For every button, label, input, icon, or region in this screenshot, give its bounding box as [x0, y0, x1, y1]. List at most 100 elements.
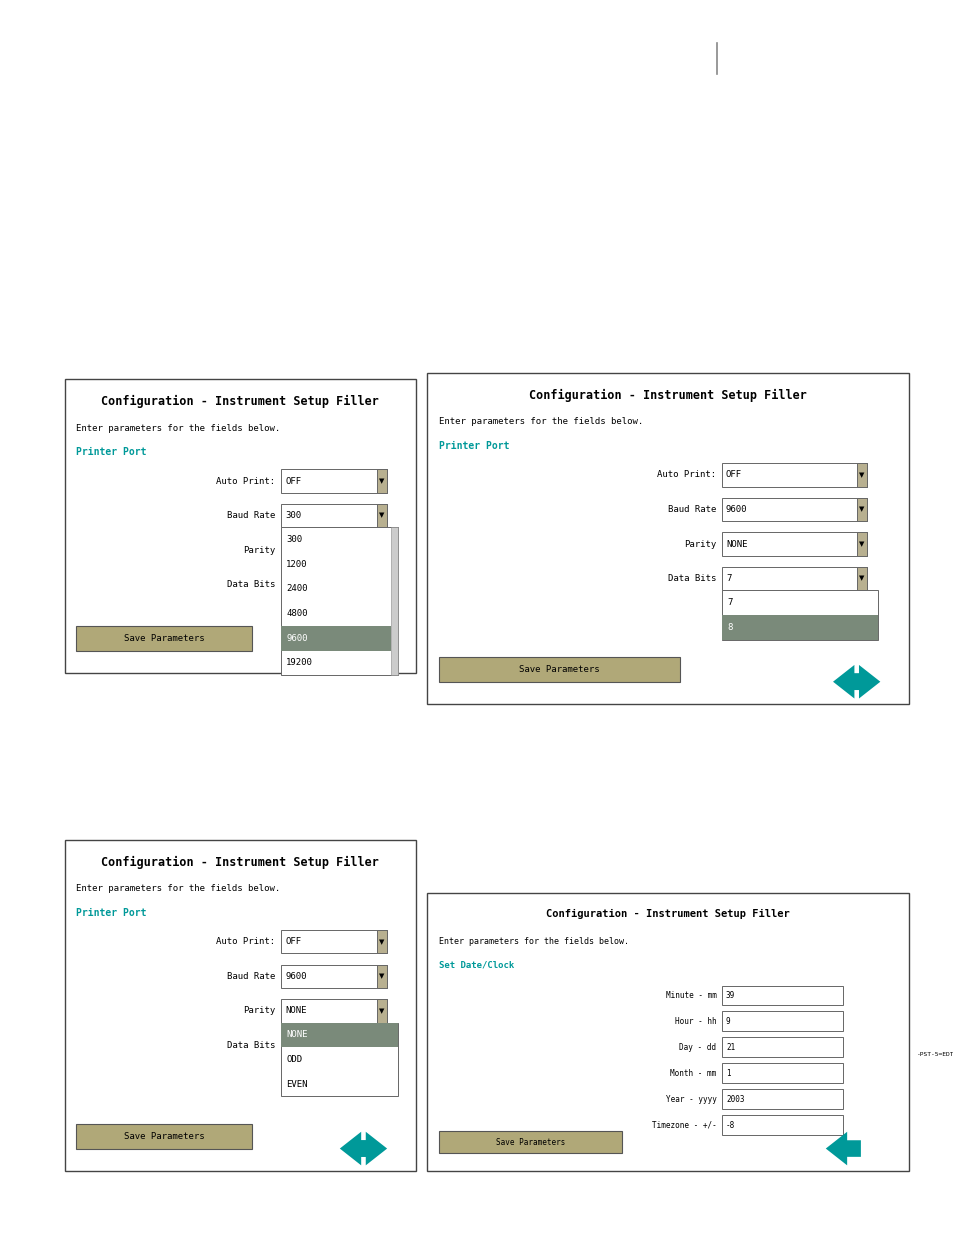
Text: Data Bits: Data Bits — [667, 574, 716, 583]
FancyBboxPatch shape — [721, 590, 877, 640]
Text: Data Bits: Data Bits — [227, 1041, 275, 1050]
Text: Save Parameters: Save Parameters — [518, 664, 599, 674]
FancyBboxPatch shape — [65, 840, 416, 1171]
Text: ▼: ▼ — [378, 1008, 384, 1014]
FancyBboxPatch shape — [721, 567, 865, 590]
Polygon shape — [352, 1131, 387, 1166]
Text: 19200: 19200 — [286, 658, 313, 667]
Text: ▼: ▼ — [378, 973, 384, 979]
Text: 9600: 9600 — [285, 972, 306, 981]
Text: Auto Print:: Auto Print: — [657, 471, 716, 479]
Text: 9: 9 — [725, 1016, 730, 1026]
FancyBboxPatch shape — [281, 1023, 397, 1047]
Text: NONE: NONE — [285, 1007, 306, 1015]
Text: Configuration - Instrument Setup Filler: Configuration - Instrument Setup Filler — [101, 856, 379, 869]
FancyBboxPatch shape — [391, 527, 397, 676]
FancyBboxPatch shape — [376, 504, 386, 527]
FancyBboxPatch shape — [856, 567, 865, 590]
Text: Configuration - Instrument Setup Filler: Configuration - Instrument Setup Filler — [101, 395, 379, 409]
Text: Parity: Parity — [683, 540, 716, 548]
Text: Data Bits: Data Bits — [227, 580, 275, 589]
Polygon shape — [844, 664, 880, 699]
Text: Parity: Parity — [243, 546, 275, 555]
Text: Save Parameters: Save Parameters — [496, 1137, 564, 1147]
Polygon shape — [352, 634, 387, 668]
Text: NONE: NONE — [286, 1030, 307, 1040]
FancyBboxPatch shape — [281, 626, 391, 651]
Text: Configuration - Instrument Setup Filler: Configuration - Instrument Setup Filler — [546, 909, 789, 919]
FancyBboxPatch shape — [721, 1037, 841, 1057]
Text: 4800: 4800 — [286, 609, 307, 618]
FancyBboxPatch shape — [376, 999, 386, 1023]
Text: Printer Port: Printer Port — [76, 908, 147, 918]
Text: Printer Port: Printer Port — [76, 447, 147, 457]
Text: Set Date/Clock: Set Date/Clock — [438, 961, 514, 969]
Text: Enter parameters for the fields below.: Enter parameters for the fields below. — [76, 424, 280, 432]
Text: OFF: OFF — [725, 471, 741, 479]
Text: ▼: ▼ — [858, 576, 863, 582]
Text: Enter parameters for the fields below.: Enter parameters for the fields below. — [438, 417, 642, 426]
Text: ▼: ▼ — [858, 472, 863, 478]
Text: OFF: OFF — [285, 937, 301, 946]
Text: 9600: 9600 — [286, 634, 307, 642]
Text: Enter parameters for the fields below.: Enter parameters for the fields below. — [76, 884, 280, 893]
Text: Hour - hh: Hour - hh — [674, 1016, 716, 1026]
FancyBboxPatch shape — [721, 532, 865, 556]
Text: NONE: NONE — [725, 540, 747, 548]
FancyBboxPatch shape — [281, 999, 386, 1023]
Text: 2400: 2400 — [286, 584, 307, 594]
Text: Save Parameters: Save Parameters — [124, 634, 204, 643]
Text: 21: 21 — [725, 1042, 735, 1052]
FancyBboxPatch shape — [76, 626, 252, 651]
FancyBboxPatch shape — [438, 657, 679, 682]
FancyBboxPatch shape — [721, 1063, 841, 1083]
FancyBboxPatch shape — [721, 615, 877, 640]
Text: 2003: 2003 — [725, 1094, 743, 1104]
Text: Save Parameters: Save Parameters — [124, 1131, 204, 1141]
Text: EVEN: EVEN — [286, 1079, 307, 1089]
Text: 7: 7 — [725, 574, 731, 583]
Text: Baud Rate: Baud Rate — [227, 972, 275, 981]
FancyBboxPatch shape — [721, 1011, 841, 1031]
Text: ▼: ▼ — [378, 513, 384, 519]
FancyBboxPatch shape — [427, 373, 908, 704]
Text: 8: 8 — [726, 622, 732, 632]
Polygon shape — [832, 664, 867, 699]
Text: ▼: ▼ — [378, 939, 384, 945]
Text: Timezone - +/-: Timezone - +/- — [651, 1120, 716, 1130]
Text: 9600: 9600 — [725, 505, 747, 514]
Text: Parity: Parity — [243, 1007, 275, 1015]
Text: 1: 1 — [725, 1068, 730, 1078]
Text: ▼: ▼ — [378, 478, 384, 484]
Text: OFF: OFF — [285, 477, 301, 485]
FancyBboxPatch shape — [438, 1131, 621, 1153]
Text: Printer Port: Printer Port — [438, 441, 509, 451]
Text: 1200: 1200 — [286, 559, 307, 569]
FancyBboxPatch shape — [281, 469, 386, 493]
Polygon shape — [339, 1131, 375, 1166]
FancyBboxPatch shape — [376, 469, 386, 493]
FancyBboxPatch shape — [76, 1124, 252, 1149]
Text: 39: 39 — [725, 990, 735, 1000]
Text: -PST-5=EDT0=GMT+1=CET: -PST-5=EDT0=GMT+1=CET — [916, 1051, 953, 1057]
Text: Enter parameters for the fields below.: Enter parameters for the fields below. — [438, 937, 628, 946]
FancyBboxPatch shape — [856, 532, 865, 556]
Text: ▼: ▼ — [858, 506, 863, 513]
FancyBboxPatch shape — [376, 930, 386, 953]
FancyBboxPatch shape — [721, 986, 841, 1005]
FancyBboxPatch shape — [856, 498, 865, 521]
Text: Day - dd: Day - dd — [679, 1042, 716, 1052]
Text: Minute - mm: Minute - mm — [665, 990, 716, 1000]
Text: 300: 300 — [285, 511, 301, 520]
FancyBboxPatch shape — [856, 463, 865, 487]
Text: Auto Print:: Auto Print: — [216, 937, 275, 946]
Text: ODD: ODD — [286, 1055, 302, 1065]
Text: 7: 7 — [726, 598, 732, 608]
Text: Month - mm: Month - mm — [670, 1068, 716, 1078]
FancyBboxPatch shape — [65, 379, 416, 673]
FancyBboxPatch shape — [721, 498, 865, 521]
Polygon shape — [339, 634, 375, 668]
Text: Configuration - Instrument Setup Filler: Configuration - Instrument Setup Filler — [529, 389, 806, 403]
Text: Baud Rate: Baud Rate — [227, 511, 275, 520]
Text: Auto Print:: Auto Print: — [216, 477, 275, 485]
